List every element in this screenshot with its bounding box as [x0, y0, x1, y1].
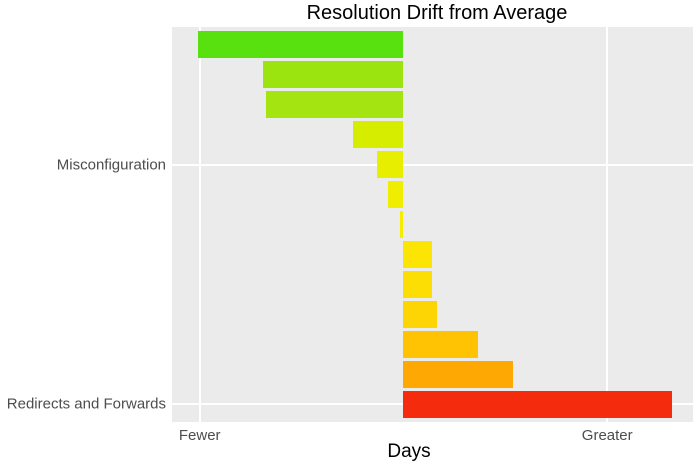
x-axis-tick-label: Fewer [178, 427, 221, 444]
bar [403, 240, 432, 268]
bar [376, 151, 404, 179]
bar [403, 360, 514, 388]
x-axis-title: Days [387, 441, 431, 462]
plot-panel [172, 27, 693, 422]
bar [403, 330, 478, 358]
y-gridline [172, 163, 693, 166]
bar [262, 61, 404, 89]
y-axis-label: Redirects and Forwards [6, 395, 166, 413]
bar [403, 390, 673, 418]
bar [403, 270, 432, 298]
x-axis-tick-label: Greater [581, 427, 633, 444]
x-gridline [606, 27, 609, 422]
bar [197, 31, 404, 59]
bar [403, 300, 438, 328]
bar [352, 121, 404, 149]
bar [387, 181, 404, 209]
y-axis-label: Misconfiguration [56, 156, 166, 174]
bar [265, 91, 404, 119]
x-gridline [198, 27, 201, 422]
chart-title: Resolution Drift from Average [306, 2, 568, 24]
bar [400, 211, 404, 238]
